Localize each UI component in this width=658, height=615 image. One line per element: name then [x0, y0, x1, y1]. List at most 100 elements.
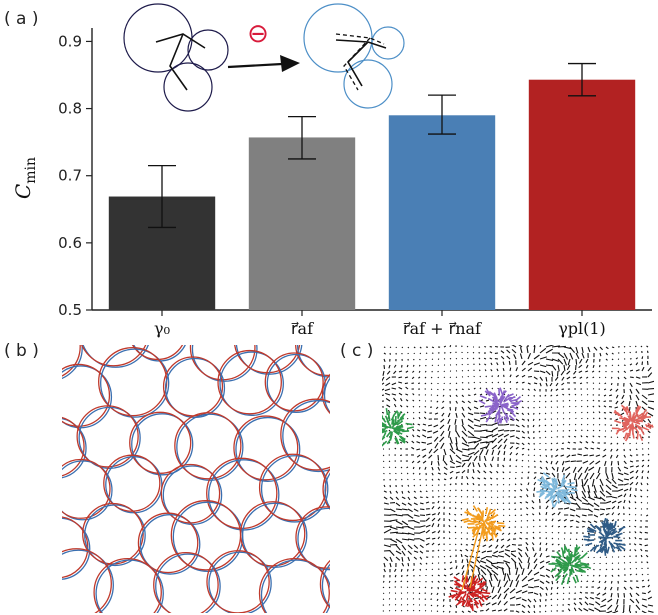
y-tick-label: 0.6: [58, 234, 82, 252]
ring-blue: [62, 460, 113, 521]
panel-label-a: ( a ): [4, 9, 39, 29]
ring-red: [234, 345, 301, 374]
error-bar: [428, 94, 456, 135]
ring-blue: [139, 514, 201, 575]
ring-red: [295, 345, 330, 377]
ring-blue: [297, 345, 330, 378]
x-tick-label: γpl(1): [558, 319, 606, 338]
inset-after-dashed-lines: [335, 33, 385, 91]
ring-blue: [176, 413, 244, 481]
panel-c-displacement-field: [382, 345, 654, 613]
ring-red: [81, 345, 147, 367]
bar: [388, 115, 496, 311]
ring-red: [217, 349, 282, 415]
panel-b-particle-rings: [62, 345, 330, 613]
cluster: [536, 472, 578, 508]
ring-red: [62, 516, 89, 579]
ring-red: [62, 548, 112, 613]
bar: [248, 137, 356, 310]
ring-red: [322, 468, 330, 510]
ring-blue: [82, 345, 149, 368]
y-tick-label: 0.9: [58, 32, 82, 50]
x-tick-label: γ₀: [154, 319, 170, 338]
ring-blue: [100, 348, 170, 418]
y-axis-label: Cmin: [11, 157, 39, 199]
ring-blue: [84, 504, 146, 567]
inset-before-circle-2: [187, 29, 229, 71]
ring-blue: [321, 563, 330, 608]
inset-arrow: [227, 55, 300, 72]
inset-before-circle-3: [163, 62, 213, 112]
inset-before-lines: [155, 33, 206, 91]
inset-minus-symbol: ⊖: [247, 19, 269, 49]
panel-label-c: ( c ): [340, 341, 373, 361]
ring-red: [280, 398, 330, 471]
ring-blue: [324, 472, 330, 509]
ring-red: [321, 373, 330, 415]
ring-red: [82, 502, 144, 565]
x-tick-label: r⃗af: [291, 319, 314, 338]
y-tick-label: 0.5: [58, 301, 82, 319]
error-bar: [568, 62, 596, 97]
bar: [528, 79, 636, 310]
ring-red: [162, 356, 224, 417]
ring-blue: [78, 406, 141, 470]
panel-label-b: ( b ): [4, 341, 39, 361]
ring-blue: [62, 418, 87, 479]
ring-blue: [235, 416, 301, 482]
ring-blue: [219, 351, 284, 416]
cluster: [382, 407, 414, 447]
ring-red: [295, 506, 330, 569]
ring-blue: [297, 507, 330, 571]
ring-blue: [62, 549, 114, 613]
ring-blue: [260, 455, 329, 523]
inset-after-circle-3: [343, 59, 393, 109]
cluster: [478, 387, 523, 425]
ring-red: [103, 454, 161, 512]
ring-blue: [282, 400, 330, 473]
cluster: [461, 505, 506, 542]
y-axis-label-sub: min: [23, 157, 39, 184]
inset-after-configuration: [303, 3, 405, 109]
inset-before-configuration: [123, 3, 229, 112]
bar-chart: 0.5 0.6 0.7 0.8 0.9 γ₀ r⃗af r⃗af + r⃗naf γpl(1): [58, 28, 652, 338]
inset-after-solid-lines: [335, 39, 387, 87]
ring-red: [62, 345, 81, 377]
ring-red: [62, 458, 111, 519]
ring-blue: [323, 377, 330, 414]
y-axis-label-main: C: [11, 184, 35, 199]
ring-red: [153, 552, 219, 613]
inset-schematic: ⊖: [123, 3, 405, 112]
ring-blue: [62, 517, 91, 580]
error-bar: [148, 164, 176, 229]
ring-red: [129, 411, 192, 474]
ring-red: [137, 512, 199, 574]
ring-red: [239, 501, 306, 567]
ring-blue: [208, 459, 280, 531]
error-bar: [288, 115, 316, 160]
panel-c-background: [382, 345, 654, 613]
inset-after-circle-1: [303, 3, 373, 73]
ring-red: [76, 405, 139, 468]
ring-blue: [62, 345, 83, 379]
inset-after-circle-2: [371, 26, 405, 60]
ring-red: [258, 557, 330, 613]
cluster: [548, 545, 592, 585]
ring-blue: [131, 413, 194, 476]
ring-red: [174, 412, 242, 480]
ring-blue: [191, 345, 258, 382]
cluster: [583, 517, 626, 556]
ring-blue: [208, 551, 272, 613]
y-tick-label: 0.8: [58, 100, 82, 118]
ring-red: [206, 550, 270, 613]
ring-blue: [266, 353, 326, 414]
ring-blue: [155, 553, 221, 613]
ring-red: [319, 559, 330, 609]
ring-blue: [260, 559, 330, 613]
cluster-link: [461, 521, 485, 591]
panel-c-clusters: [382, 387, 654, 612]
cluster: [611, 404, 654, 442]
y-tick-label: 0.7: [58, 167, 82, 185]
x-tick-label: r⃗af + r⃗naf: [403, 319, 482, 338]
